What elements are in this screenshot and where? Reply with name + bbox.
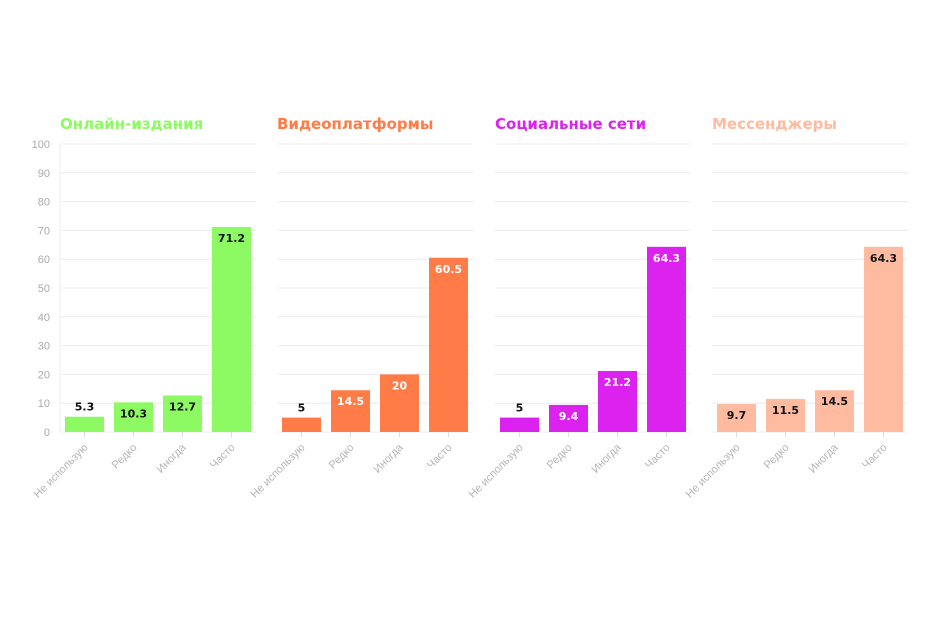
x-tick-label: Не использую bbox=[32, 442, 91, 501]
data-label: 64.3 bbox=[870, 252, 897, 265]
data-label: 60.5 bbox=[435, 263, 462, 276]
x-tick-label: Часто bbox=[643, 442, 673, 472]
data-label: 11.5 bbox=[772, 404, 799, 417]
data-label: 5.3 bbox=[75, 401, 95, 414]
y-tick-label: 0 bbox=[44, 427, 50, 439]
panel-2: Видеоплатформы 5 Не использую 14.5 Редко 20 Ин… bbox=[249, 115, 473, 501]
x-tick-label: Часто bbox=[208, 442, 238, 472]
bar bbox=[212, 226, 251, 432]
panel-title: Социальные сети bbox=[495, 115, 646, 133]
bar bbox=[549, 404, 588, 432]
data-label: 14.5 bbox=[337, 395, 364, 408]
panel-1: Онлайн-издания 0 10 20 30 40 50 60 70 80 90 100 5.3 Н… bbox=[32, 115, 256, 501]
x-tick-label: Не использую bbox=[684, 442, 743, 501]
data-label: 14.5 bbox=[821, 395, 848, 408]
data-label: 21.2 bbox=[604, 376, 631, 389]
data-label: 9.4 bbox=[559, 410, 579, 423]
bar bbox=[282, 417, 321, 432]
bar bbox=[766, 398, 805, 432]
bar bbox=[815, 390, 854, 432]
x-tick-label: Часто bbox=[425, 442, 455, 472]
y-tick-label: 70 bbox=[38, 225, 50, 237]
bar bbox=[647, 246, 686, 432]
y-tick-label: 40 bbox=[38, 312, 50, 324]
data-label: 5 bbox=[516, 402, 524, 415]
bar bbox=[429, 257, 468, 432]
x-tick-label: Иногда bbox=[155, 441, 190, 476]
data-label: 71.2 bbox=[218, 232, 245, 245]
x-tick-label: Часто bbox=[860, 442, 890, 472]
y-tick-label: 50 bbox=[38, 283, 50, 295]
y-tick-label: 10 bbox=[38, 398, 50, 410]
data-label: 20 bbox=[392, 379, 408, 392]
panel-title: Онлайн-издания bbox=[60, 115, 203, 133]
y-tick-label: 80 bbox=[38, 197, 50, 209]
x-tick-label: Редко bbox=[110, 442, 140, 472]
data-label: 10.3 bbox=[120, 407, 147, 420]
x-tick-label: Редко bbox=[327, 442, 357, 472]
data-label: 5 bbox=[298, 402, 306, 415]
data-label: 64.3 bbox=[653, 252, 680, 265]
bar bbox=[163, 395, 202, 432]
x-tick-label: Редко bbox=[545, 442, 575, 472]
y-tick-label: 30 bbox=[38, 341, 50, 353]
x-tick-label: Не использую bbox=[249, 442, 308, 501]
y-tick-label: 100 bbox=[32, 139, 50, 151]
x-tick-label: Иногда bbox=[807, 441, 842, 476]
x-tick-label: Иногда bbox=[590, 441, 625, 476]
panel-title: Видеоплатформы bbox=[277, 115, 433, 133]
x-tick-label: Иногда bbox=[372, 441, 407, 476]
bar bbox=[114, 402, 153, 432]
data-label: 9.7 bbox=[727, 409, 747, 422]
bar bbox=[864, 246, 903, 432]
x-tick-label: Редко bbox=[762, 442, 792, 472]
x-tick-label: Не использую bbox=[467, 442, 526, 501]
data-label: 12.7 bbox=[169, 400, 196, 413]
panel-4: Мессенджеры 9.7 Не использую 11.5 Редко 14.5 И… bbox=[684, 115, 908, 501]
bar bbox=[380, 374, 419, 432]
y-tick-label: 20 bbox=[38, 369, 50, 381]
bar bbox=[717, 404, 756, 432]
y-tick-label: 90 bbox=[38, 168, 50, 180]
bar bbox=[500, 417, 539, 432]
panel-3: Социальные сети 5 Не использую 9.4 Редко 21.2… bbox=[467, 115, 691, 501]
panel-title: Мессенджеры bbox=[712, 115, 837, 133]
bar bbox=[331, 390, 370, 432]
bar bbox=[65, 416, 104, 432]
y-tick-label: 60 bbox=[38, 254, 50, 266]
bar bbox=[598, 370, 637, 432]
